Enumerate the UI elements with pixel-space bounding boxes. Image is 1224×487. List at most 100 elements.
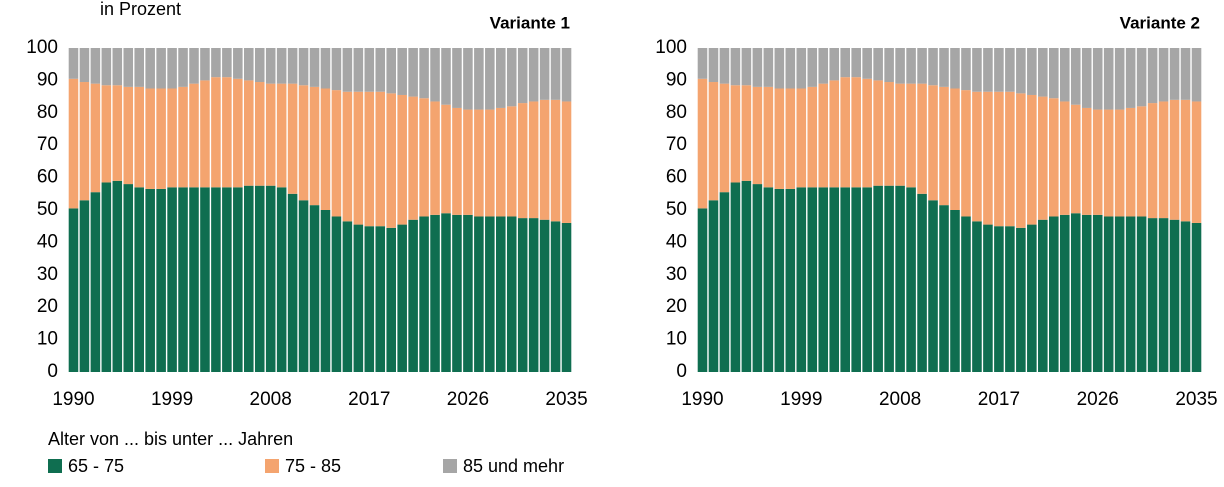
bar-segment: [840, 48, 850, 78]
bar-segment: [550, 221, 561, 372]
x-tick-label: 2008: [250, 389, 292, 410]
bar-segment: [1169, 219, 1180, 372]
bar-segment: [123, 86, 134, 185]
x-tick-label: 2008: [879, 389, 921, 410]
bar-segment: [68, 208, 79, 372]
x-tick-label: 1990: [52, 389, 94, 410]
subtitle: in Prozent: [100, 0, 181, 19]
bar-segment: [1180, 48, 1191, 100]
y-tick-label: 50: [37, 199, 58, 220]
bar-segment: [950, 210, 960, 372]
bar-segment: [1092, 109, 1103, 215]
bar-segment: [463, 48, 473, 110]
bar-segment: [452, 48, 462, 108]
y-tick-label: 100: [26, 37, 58, 58]
bar-segment: [90, 192, 101, 372]
bar-segment: [496, 48, 506, 108]
bar-segment: [298, 200, 309, 372]
bar-segment: [851, 77, 861, 188]
bar-segment: [200, 48, 210, 81]
bar-segment: [123, 184, 134, 372]
bar-segment: [244, 80, 254, 186]
bar-segment: [796, 88, 807, 188]
bar-segment: [167, 187, 177, 372]
bar-segment: [774, 48, 785, 89]
bar-segment: [884, 48, 894, 83]
bar-segment: [1081, 214, 1092, 372]
bar-segment: [719, 83, 730, 193]
bar-segment: [862, 48, 872, 79]
bar-segment: [331, 90, 342, 217]
bar-segment: [785, 188, 796, 372]
x-tick-label: 2026: [447, 389, 489, 410]
bar-segment: [112, 48, 123, 86]
bar-segment: [1158, 101, 1169, 219]
bar-segment: [430, 48, 440, 102]
y-tick-label: 60: [37, 167, 58, 188]
x-tick-label: 1990: [681, 389, 723, 410]
bar-segment: [1125, 107, 1136, 217]
bar-segment: [441, 104, 451, 214]
bar-segment: [485, 109, 495, 217]
bar-segment: [68, 78, 79, 209]
bar-segment: [752, 184, 763, 372]
bar-segment: [950, 88, 960, 210]
bar-segment: [763, 48, 774, 87]
bar-segment: [506, 216, 517, 372]
bar-segment: [829, 48, 840, 81]
bar-segment: [1049, 216, 1059, 372]
bar-segment: [244, 48, 254, 81]
bar-segment: [972, 221, 982, 372]
bar-segment: [697, 78, 708, 209]
bar-segment: [364, 226, 375, 372]
bar-segment: [145, 188, 155, 372]
bar-segment: [254, 185, 265, 372]
bar-segment: [1070, 104, 1081, 214]
bar-segment: [1103, 48, 1114, 110]
bar-segment: [730, 182, 741, 372]
bar-segment: [796, 48, 807, 89]
bar-segment: [928, 85, 938, 201]
bar-segment: [156, 188, 166, 372]
bar-segment: [708, 48, 719, 83]
bar-segment: [1016, 93, 1026, 228]
bar-segment: [156, 48, 166, 89]
bar-segment: [386, 93, 396, 228]
bar-segment: [1180, 99, 1191, 222]
y-tick-label: 10: [666, 329, 687, 350]
bar-segment: [408, 219, 418, 372]
bar-segment: [796, 187, 807, 372]
y-tick-label: 80: [37, 102, 58, 123]
bar-segment: [353, 91, 364, 225]
bar-segment: [917, 193, 927, 372]
bar-segment: [463, 214, 473, 372]
bar-segment: [1016, 48, 1026, 94]
bar-segment: [134, 187, 144, 372]
bar-segment: [474, 109, 484, 217]
bar-segment: [353, 224, 364, 372]
bar-segment: [1016, 227, 1026, 372]
x-tick-label: 1999: [151, 389, 193, 410]
bar-segment: [265, 185, 276, 372]
bar-segment: [1005, 91, 1015, 227]
bar-segment: [873, 48, 883, 81]
bar-segment: [1169, 48, 1180, 100]
bar-segment: [1049, 98, 1059, 217]
bar-segment: [331, 48, 342, 91]
bar-segment: [441, 48, 451, 105]
bar-segment: [178, 86, 188, 188]
bar-segment: [561, 48, 572, 102]
bar-segment: [342, 221, 353, 372]
bar-segment: [496, 107, 506, 217]
bar-segment: [961, 90, 971, 217]
bar-segment: [112, 85, 123, 181]
bar-segment: [79, 200, 90, 372]
bar-segment: [1180, 221, 1191, 372]
bar-segment: [397, 94, 407, 225]
bar-segment: [785, 48, 796, 89]
bar-segment: [1005, 226, 1015, 372]
bar-segment: [254, 82, 265, 186]
bar-segment: [254, 48, 265, 83]
bar-segment: [189, 187, 199, 372]
bar-segment: [851, 187, 861, 372]
